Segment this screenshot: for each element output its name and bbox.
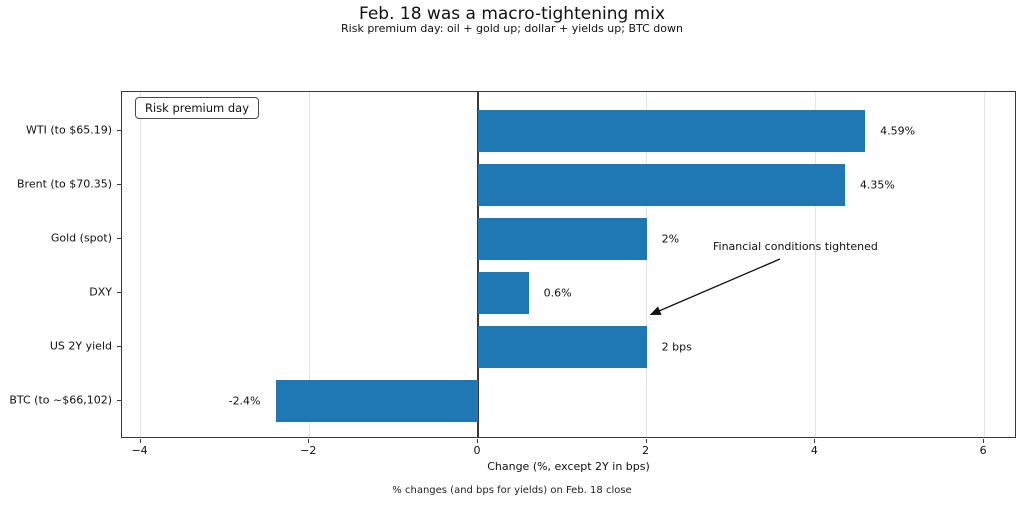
chart-title: Feb. 18 was a macro-tightening mix — [358, 4, 666, 24]
x-tick-mark — [476, 439, 478, 443]
y-tick-label: Brent (to $70.35) — [17, 177, 112, 191]
x-tick-mark — [139, 439, 141, 443]
y-tick-mark — [117, 400, 121, 401]
y-tick-label: US 2Y yield — [49, 339, 112, 353]
x-tick-mark — [814, 439, 816, 443]
x-tick-mark — [983, 439, 985, 443]
y-tick-label: WTI (to $65.19) — [26, 123, 112, 137]
y-tick-label: DXY — [89, 285, 112, 299]
bar-value-label: 4.59% — [880, 124, 916, 138]
x-gridline — [140, 92, 142, 437]
plot-area: 4.59% 4.35% 2% 0.6% 2 bps -2.4% Risk premium … — [121, 91, 1016, 438]
x-tick-label: 4 — [810, 444, 818, 457]
y-tick-mark — [117, 238, 121, 239]
x-tick-mark — [308, 439, 310, 443]
x-tick-label: 6 — [979, 444, 987, 457]
x-gridline — [646, 92, 648, 437]
y-tick-label: Gold (spot) — [50, 231, 112, 245]
zero-line — [476, 92, 479, 437]
bar — [477, 272, 529, 314]
bar — [477, 110, 866, 152]
legend-box: Risk premium day — [135, 97, 260, 119]
bar-value-label: 2% — [661, 232, 680, 246]
x-tick-label: 2 — [642, 444, 650, 457]
y-tick-mark — [117, 130, 121, 131]
bar-value-label: 4.35% — [859, 178, 895, 192]
y-tick-label: BTC (to ~$66,102) — [9, 393, 112, 407]
x-tick-mark — [645, 439, 647, 443]
bar — [477, 218, 647, 260]
bar — [477, 164, 845, 206]
bar-value-label: -2.4% — [228, 394, 261, 408]
x-gridline — [308, 92, 310, 437]
y-tick-mark — [117, 184, 121, 185]
bar — [275, 380, 478, 422]
x-gridline — [814, 92, 816, 437]
annotation-text: Financial conditions tightened — [713, 240, 878, 253]
bar-value-label: 2 bps — [661, 340, 692, 354]
x-axis-label: Change (%, except 2Y in bps) — [487, 460, 650, 473]
x-tick-label: −4 — [131, 444, 148, 457]
x-tick-label: −2 — [300, 444, 317, 457]
chart-subtitle: Risk premium day: oil + gold up; dollar … — [341, 22, 683, 35]
bar — [477, 326, 647, 368]
chart-caption: % changes (and bps for yields) on Feb. 1… — [392, 485, 632, 496]
y-tick-mark — [117, 292, 121, 293]
bar-value-label: 0.6% — [543, 286, 572, 300]
x-gridline — [983, 92, 985, 437]
x-tick-label: 0 — [473, 444, 481, 457]
y-tick-mark — [117, 346, 121, 347]
